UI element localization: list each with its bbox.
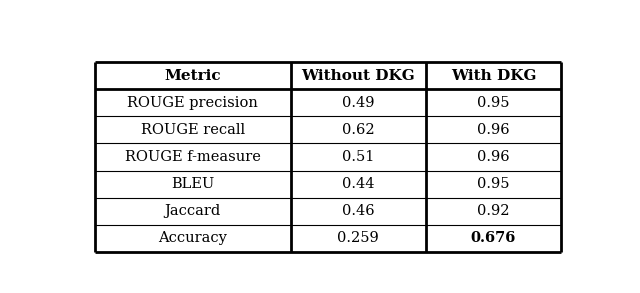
Text: Without DKG: Without DKG <box>301 69 415 83</box>
Text: 0.49: 0.49 <box>342 96 374 110</box>
Text: 0.51: 0.51 <box>342 150 374 164</box>
Text: With DKG: With DKG <box>451 69 536 83</box>
Text: Jaccard: Jaccard <box>164 204 221 218</box>
Bar <box>95 62 561 252</box>
Text: 0.62: 0.62 <box>342 123 374 137</box>
Text: 0.259: 0.259 <box>337 231 379 245</box>
Text: 0.46: 0.46 <box>342 204 374 218</box>
Text: ROUGE precision: ROUGE precision <box>127 96 258 110</box>
Text: ROUGE f-measure: ROUGE f-measure <box>125 150 260 164</box>
Text: 0.96: 0.96 <box>477 150 510 164</box>
Text: Metric: Metric <box>164 69 221 83</box>
Text: 0.95: 0.95 <box>477 96 510 110</box>
Text: BLEU: BLEU <box>171 177 214 191</box>
Text: 0.676: 0.676 <box>471 231 516 245</box>
Text: Accuracy: Accuracy <box>158 231 227 245</box>
Text: 0.92: 0.92 <box>477 204 510 218</box>
Text: 0.44: 0.44 <box>342 177 374 191</box>
Text: 0.96: 0.96 <box>477 123 510 137</box>
Text: 0.95: 0.95 <box>477 177 510 191</box>
Text: ROUGE recall: ROUGE recall <box>141 123 245 137</box>
